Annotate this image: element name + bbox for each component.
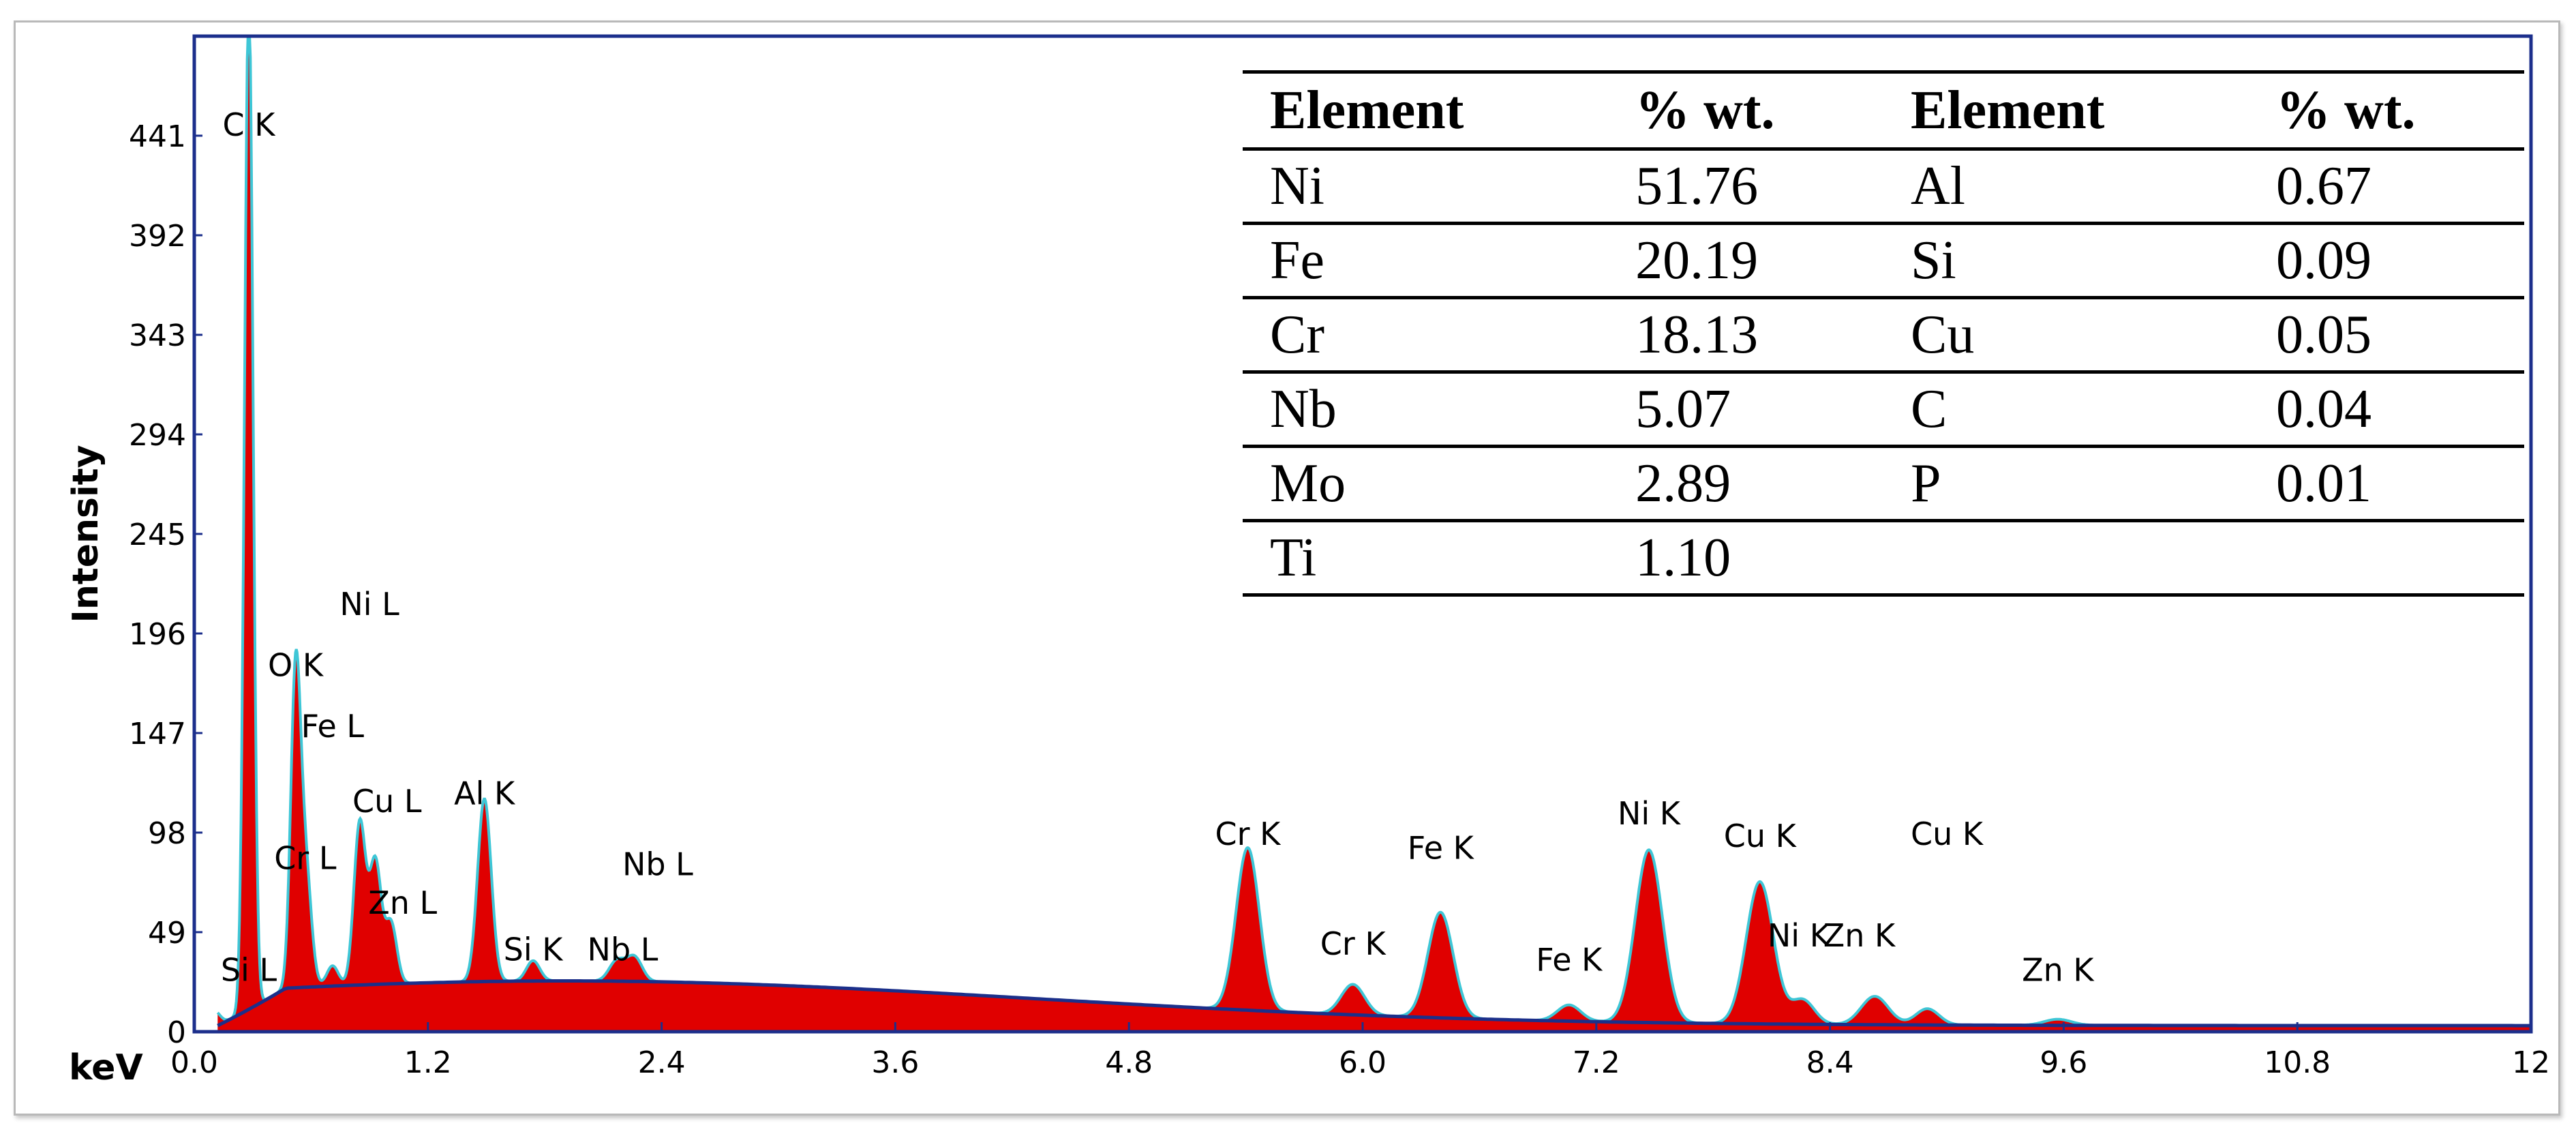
table-cell: Si [1883,223,2249,299]
table-cell: 20.19 [1608,223,1883,299]
peak-label: Fe L [301,708,365,745]
y-tick-label: 294 [129,418,186,453]
table-row: Mo 2.89 P 0.01 [1243,446,2524,522]
peak-label: Cr K [1320,925,1387,962]
table-cell: 0.05 [2249,297,2524,374]
y-tick-label: 392 [129,219,186,254]
x-tick-label: 10.8 [2264,1045,2331,1080]
table-row: Ti 1.10 [1243,520,2524,597]
peak-label: Nb L [588,931,658,968]
peak-label: Cr K [1215,816,1282,852]
x-tick-label: 3.6 [871,1045,919,1080]
peak-label: Ni K [1618,795,1682,832]
y-tick-label: 49 [148,916,186,951]
background-curve [217,979,2531,1028]
x-tick-label: 7.2 [1573,1045,1620,1080]
table-cell: 0.04 [2249,372,2524,448]
peak-label: Zn L [368,884,437,921]
peak-label: Si K [504,931,564,968]
y-tick-label: 245 [129,518,186,552]
table-cell: 2.89 [1608,446,1883,522]
peak-label: Nb L [622,846,693,883]
table-cell: 0.01 [2249,446,2524,522]
peak-label: O K [268,647,324,684]
composition-table: Element % wt. Element % wt. Ni 51.76 Al … [1243,70,2524,597]
table-row: Nb 5.07 C 0.04 [1243,372,2524,448]
table-cell: Nb [1243,372,1609,448]
table-row: Ni 51.76 Al 0.67 [1243,149,2524,225]
table-cell: Mo [1243,446,1609,522]
table-cell: P [1883,446,2249,522]
y-tick-label: 196 [129,617,186,652]
x-tick-label: 9.6 [2040,1045,2087,1080]
table-cell: 0.09 [2249,223,2524,299]
table-cell: 18.13 [1608,297,1883,374]
peak-label: Cu K [1724,818,1798,854]
y-tick-label: 343 [129,318,186,353]
peak-label: Cr L [274,840,337,877]
x-tick-label: 1.2 [404,1045,452,1080]
y-tick-label: 147 [129,717,186,751]
peak-label: Fe K [1408,830,1475,867]
table-cell: 1.10 [1608,520,1883,597]
header-wt-2: % wt. [2249,70,2524,151]
y-axis-title: Intensity [65,445,106,623]
x-tick-label: 6.0 [1339,1045,1387,1080]
table-cell: 5.07 [1608,372,1883,448]
header-element-1: Element [1243,70,1609,151]
table-cell: Cr [1243,297,1609,374]
peak-label: Zn K [2022,952,2095,989]
peak-label: Zn K [1823,917,1896,954]
y-tick-label: 98 [148,816,186,851]
table-cell [1883,520,2249,597]
y-tick-label: 441 [129,119,186,154]
x-tick-label: 4.8 [1105,1045,1153,1080]
table-cell: Cu [1883,297,2249,374]
table-row: Fe 20.19 Si 0.09 [1243,223,2524,299]
table-cell: 0.67 [2249,149,2524,225]
x-tick-label: 8.4 [1806,1045,1854,1080]
table-cell: C [1883,372,2249,448]
peak-label: Cu L [352,783,422,820]
table-cell [2249,520,2524,597]
peak-label: Cu K [1911,816,1984,852]
table-cell: Fe [1243,223,1609,299]
peak-label: Al K [454,775,516,811]
x-tick-label: 2.4 [638,1045,686,1080]
peak-label: C K [223,106,277,143]
header-wt-1: % wt. [1608,70,1883,151]
x-tick-label: 0.0 [170,1045,218,1080]
eds-spectrum-chart: 0.0 1.2 2.4 3.6 4.8 6.0 7.2 8.4 9.6 10.8 12 0 49 98 14… [65,34,2550,1088]
x-tick-label: 12 [2512,1045,2550,1080]
peak-label: Fe K [1536,942,1603,979]
table-header-row: Element % wt. Element % wt. [1243,70,2524,151]
chart-frame: 0.0 1.2 2.4 3.6 4.8 6.0 7.2 8.4 9.6 10.8 12 0 49 98 14… [14,20,2560,1116]
table-cell: Al [1883,149,2249,225]
peak-label: Ni K [1768,917,1832,954]
table-cell: 51.76 [1608,149,1883,225]
x-axis-title: keV [69,1047,143,1088]
table-cell: Ni [1243,149,1609,225]
y-tick-label: 0 [167,1015,186,1050]
header-element-2: Element [1883,70,2249,151]
table-row: Cr 18.13 Cu 0.05 [1243,297,2524,374]
peak-label: Ni L [339,586,399,623]
peak-label: Si L [221,952,277,989]
table-cell: Ti [1243,520,1609,597]
